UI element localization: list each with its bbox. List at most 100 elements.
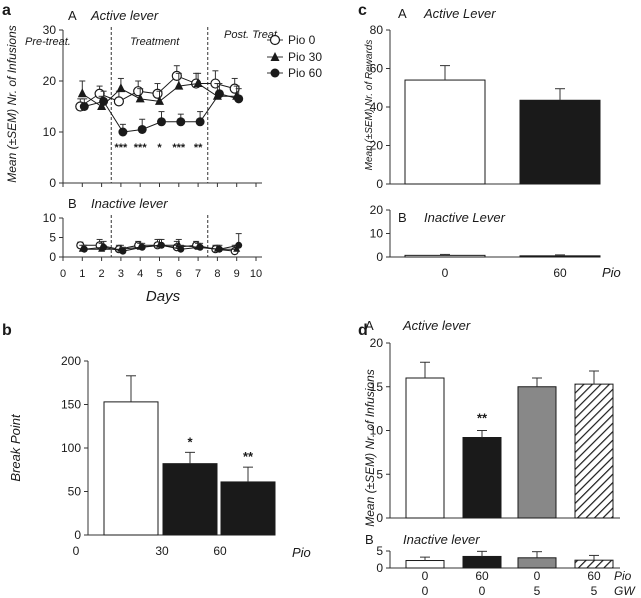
panel-letter-a: a: [2, 2, 11, 19]
subpanel-letter: A: [398, 6, 407, 21]
panel-d-1-y-tick-label: 0: [376, 561, 383, 575]
panel-b-x-tick-label: 30: [155, 544, 169, 558]
panel-a-x-tick-label: 7: [195, 268, 201, 280]
data-point-pio60: [80, 245, 88, 253]
legend-label: Pio 0: [288, 33, 316, 47]
panel-b-y-tick-label: 50: [68, 485, 82, 499]
data-point-pio60: [79, 102, 89, 111]
data-point-pio60: [138, 243, 146, 251]
panel-b-y-tick-label: 0: [74, 528, 81, 542]
panel-c-1-y-tick-label: 20: [370, 203, 384, 217]
subpanel-title: Active Lever: [423, 6, 496, 21]
panel-a-1-y-tick-label: 0: [49, 250, 56, 264]
subpanel-title: Inactive lever: [91, 196, 168, 211]
subpanel-letter: A: [68, 8, 77, 23]
panel-d-gw-label: 0: [422, 584, 429, 598]
data-point-pio60: [195, 117, 205, 127]
panel-c-x-tick-label: 0: [442, 266, 449, 280]
panel-a-ylabel: Mean (±SEM) Nr. of Infusions: [5, 25, 19, 183]
bar-pio-60: [519, 99, 601, 185]
panel-d-0-y-tick-label: 0: [376, 511, 383, 525]
panel-a-x-tick-label: 3: [118, 268, 124, 280]
panel-d-row-label-pio: Pio: [614, 569, 632, 583]
data-point-pio30: [135, 93, 145, 103]
data-point-pio60: [118, 127, 128, 137]
panel-c-1-y-tick-label: 10: [370, 227, 384, 241]
panel-d-gw-label: 5: [591, 584, 598, 598]
data-point-pio30: [155, 95, 164, 105]
panel-letter-b: b: [2, 322, 12, 339]
phase-label-post: Post. Treat.: [224, 29, 280, 41]
panel-c-xlabel: Pio: [602, 265, 621, 280]
bar-pio-30: [162, 463, 218, 536]
legend-marker-pio60: [270, 68, 280, 78]
significance-mark: *: [187, 434, 193, 449]
significance-mark: ***: [172, 142, 186, 154]
data-point-pio30: [116, 83, 126, 93]
data-point-pio60: [99, 96, 109, 106]
bar-group-3: [574, 383, 614, 519]
panel-a-x-tick-label: 2: [99, 268, 105, 280]
panel-letter-c: c: [358, 2, 367, 19]
data-point-pio60: [234, 94, 244, 104]
data-point-pio30: [233, 244, 241, 252]
panel-d-pio-label: 0: [422, 569, 429, 583]
panel-letter-d: d: [358, 322, 368, 339]
data-point-pio0: [133, 86, 144, 97]
bar-pio-0: [404, 79, 486, 185]
significance-mark: ***: [134, 142, 148, 154]
data-point-pio60: [196, 243, 204, 251]
bar-group-2: [517, 557, 557, 569]
bar-group-2: [517, 386, 557, 519]
data-point-pio60: [119, 247, 127, 255]
panel-b-ylabel: Break Point: [8, 413, 23, 482]
panel-a-0-y-tick-label: 0: [49, 176, 56, 190]
subpanel-letter: A: [365, 318, 374, 333]
data-point-pio60: [215, 245, 223, 253]
bar-group-1: [462, 437, 502, 519]
data-point-pio60: [235, 241, 243, 249]
legend-marker-pio30: [270, 52, 280, 61]
data-point-pio60: [137, 124, 147, 134]
legend-marker-pio0: [269, 34, 281, 46]
panel-b-x-tick-label: 60: [213, 544, 227, 558]
significance-mark: **: [194, 142, 203, 154]
significance-mark: *: [157, 142, 162, 154]
data-point-pio30: [77, 88, 87, 98]
phase-label-treatment: Treatment: [130, 36, 180, 48]
panel-d-gw-label: 0: [479, 584, 486, 598]
bar-pio-60: [220, 481, 276, 536]
panel-a-x-tick-label: 5: [156, 268, 162, 280]
panel-d-0-y-tick-label: 5: [376, 467, 383, 481]
panel-b-y-tick-label: 100: [61, 441, 81, 455]
subpanel-title: Inactive Lever: [424, 210, 506, 225]
panel-a-0-y-tick-label: 20: [43, 74, 57, 88]
panel-b-x-tick-label: 0: [73, 544, 80, 558]
bar-pio-0: [103, 401, 159, 536]
data-point-pio60: [176, 117, 186, 127]
panel-c-0-y-tick-label: 80: [370, 23, 384, 37]
panel-c-ylabel: Mean (±SEM) Nr. of Rewards: [364, 40, 375, 171]
data-point-pio0: [152, 88, 163, 99]
data-point-pio60: [158, 241, 165, 249]
panel-a-xlabel: Days: [146, 288, 181, 305]
panel-d-0-y-tick-label: 10: [370, 424, 384, 438]
panel-d-0-y-tick-label: 15: [370, 380, 384, 394]
panel-a-x-tick-label: 8: [214, 268, 220, 280]
panel-d-pio-label: 60: [475, 569, 489, 583]
subpanel-title: Inactive lever: [403, 532, 480, 547]
legend-label: Pio 30: [288, 50, 322, 64]
bar-pio-0: [404, 254, 486, 258]
panel-b-y-tick-label: 200: [61, 354, 81, 368]
panel-d-pio-label: 0: [534, 569, 541, 583]
significance-mark: **: [477, 411, 488, 426]
panel-a-0-y-tick-label: 10: [43, 125, 57, 139]
data-point-pio0: [94, 88, 105, 99]
data-point-pio60: [177, 245, 185, 253]
bar-group-1: [462, 555, 502, 569]
panel-b-y-tick-label: 150: [61, 398, 81, 412]
panel-a-x-tick-label: 4: [137, 268, 143, 280]
subpanel-letter: B: [398, 210, 407, 225]
subpanel-letter: B: [68, 196, 77, 211]
data-point-pio30: [193, 78, 203, 88]
